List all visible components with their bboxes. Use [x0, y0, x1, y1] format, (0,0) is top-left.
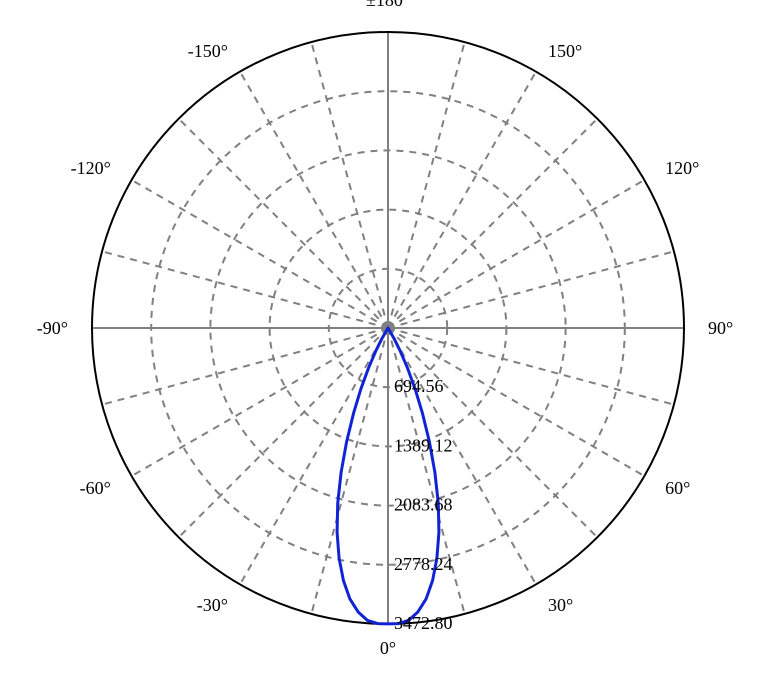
angle-tick-label: 120°	[665, 158, 699, 178]
angle-tick-label: -150°	[188, 41, 228, 61]
angle-tick-label: 0°	[380, 638, 396, 658]
angle-tick-label: 150°	[548, 41, 582, 61]
radial-tick-label: 3472.80	[394, 613, 453, 633]
radial-tick-label: 694.56	[394, 376, 444, 396]
angle-tick-label: -120°	[71, 158, 111, 178]
angle-tick-label: -90°	[37, 318, 68, 338]
angle-tick-label: 30°	[548, 595, 573, 615]
radial-tick-label: 2083.68	[394, 495, 453, 515]
radial-tick-label: 1389.12	[394, 435, 453, 455]
angle-tick-label: 60°	[665, 478, 690, 498]
angle-tick-label: ±180°	[366, 0, 410, 10]
polar-chart: 694.56 1389.12 2083.68 2778.24 3472.80 0° 30° 6…	[0, 0, 763, 687]
angle-tick-label: 90°	[708, 318, 733, 338]
angle-tick-label: -60°	[80, 478, 111, 498]
radial-tick-label: 2778.24	[394, 554, 453, 574]
chart-background	[0, 0, 763, 687]
angle-tick-label: -30°	[197, 595, 228, 615]
